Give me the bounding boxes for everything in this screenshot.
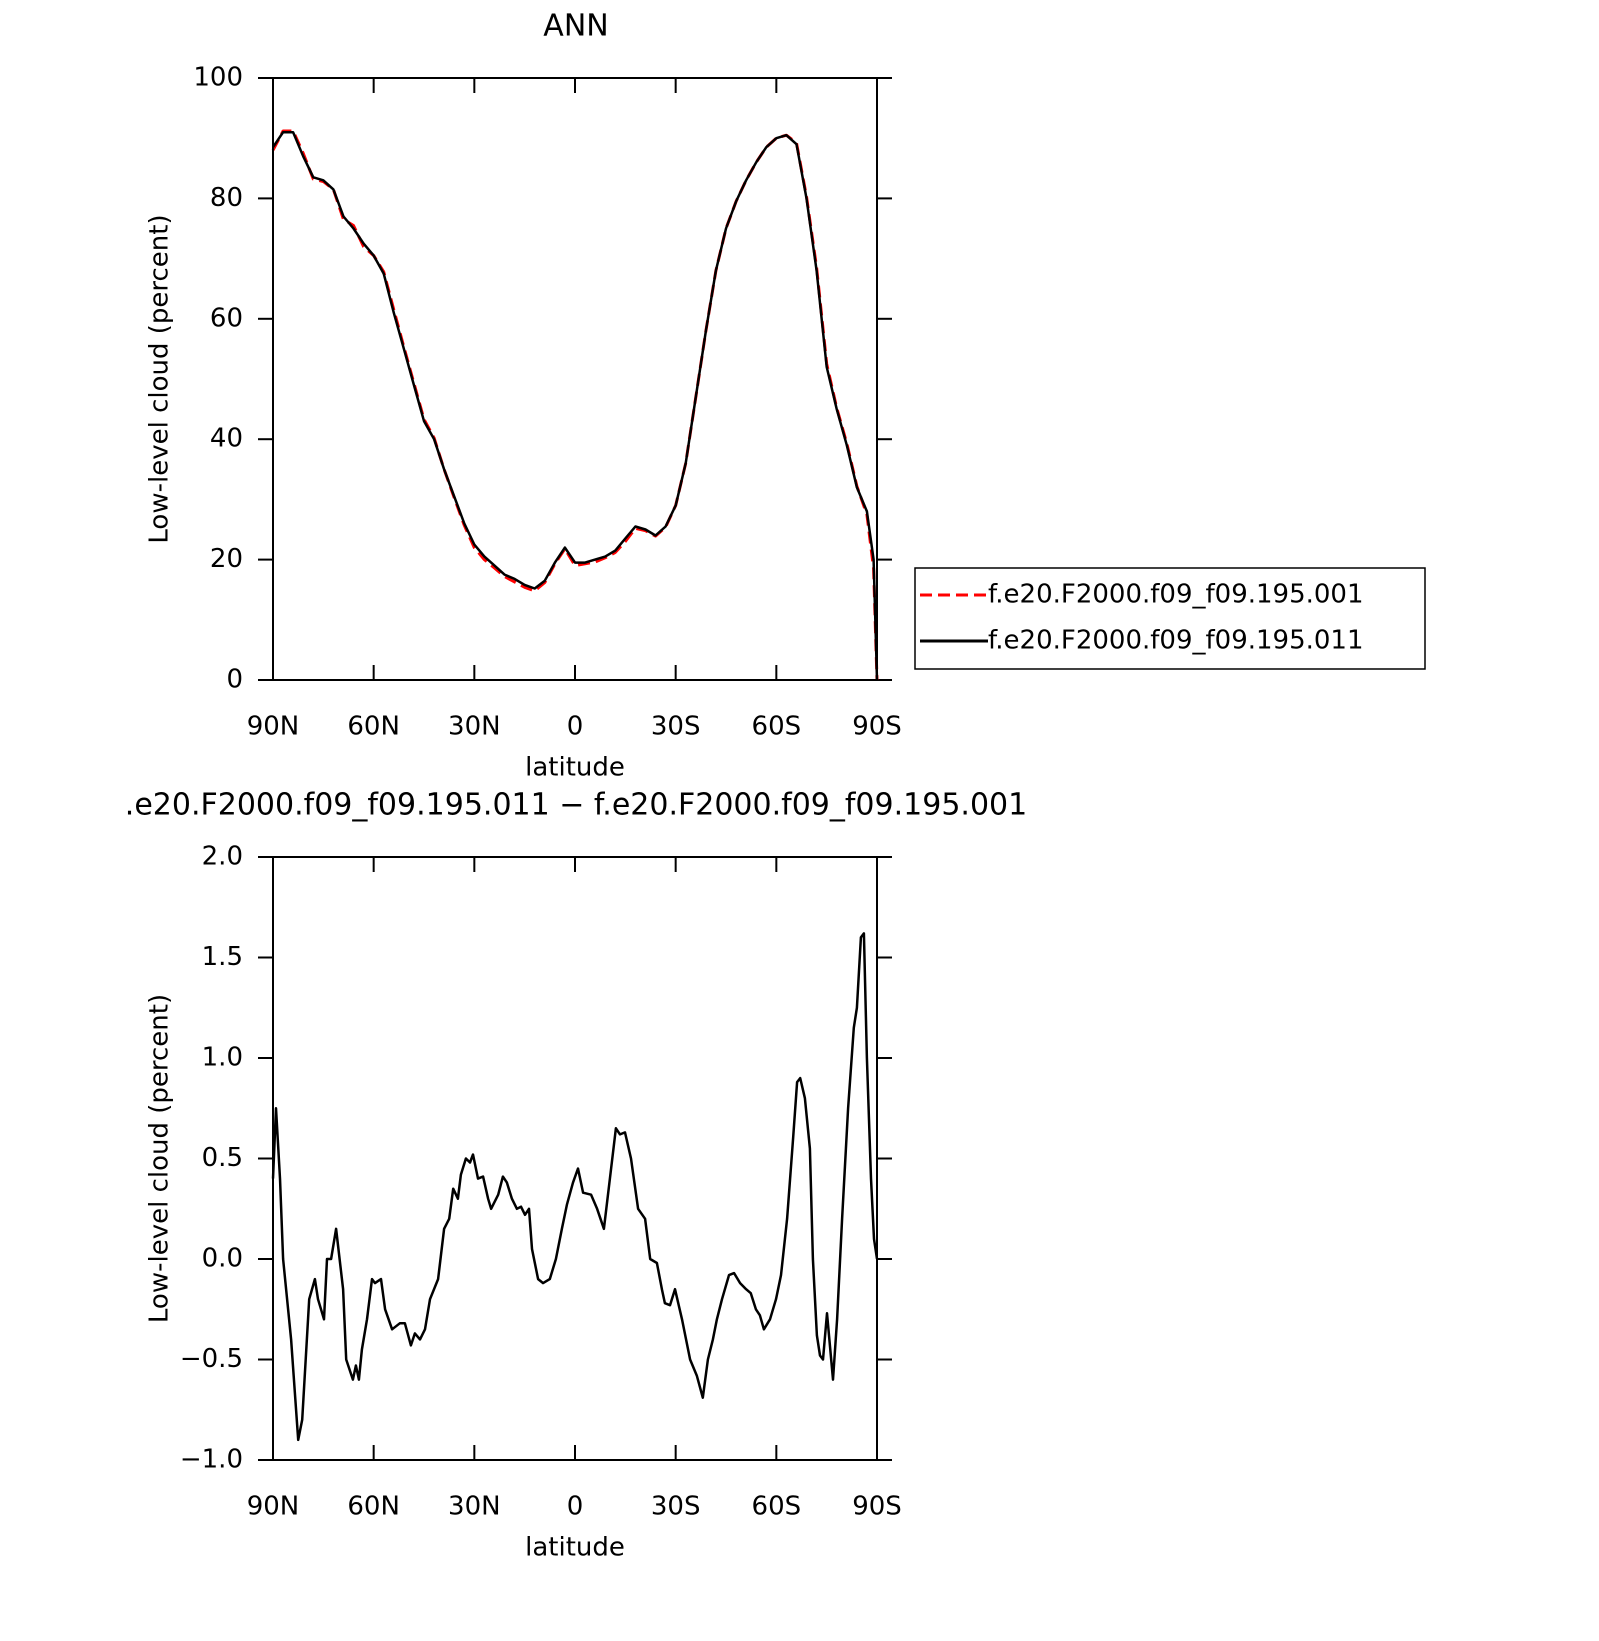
series-line [271,130,879,681]
x-tick-label: 0 [567,1492,584,1522]
x-tick-label: 60N [347,712,400,742]
x-tick-label: 90S [852,1492,902,1522]
plot-frame [272,856,878,1461]
series-line [271,932,879,1442]
legend-label: f.e20.F2000.f09_f09.195.011 [988,626,1364,656]
x-tick-label: 90N [247,1492,300,1522]
chart-title: .e20.F2000.f09_f09.195.011 − f.e20.F2000… [125,788,1027,823]
x-tick-label: 90N [247,712,300,742]
x-tick-label: 30N [448,1492,501,1522]
y-tick-label: 0.5 [202,1143,243,1173]
chart-title: ANN [543,9,608,44]
y-tick-label: 40 [210,424,243,454]
x-tick-label: 60N [347,1492,400,1522]
x-tick-label: 60S [752,712,802,742]
y-tick-label: 20 [210,544,243,574]
x-tick-label: 30N [448,712,501,742]
y-tick-label: 60 [210,303,243,333]
legend-label: f.e20.F2000.f09_f09.195.001 [988,580,1364,610]
y-tick-label: −1.0 [180,1445,243,1475]
y-tick-label: 1.5 [202,942,243,972]
y-tick-label: 0.0 [202,1244,243,1274]
x-tick-label: 0 [567,712,584,742]
x-tick-label: 60S [752,1492,802,1522]
y-tick-label: 0 [226,665,243,695]
series-line [271,129,879,681]
x-axis-label: latitude [525,753,625,783]
x-tick-label: 30S [651,1492,701,1522]
y-tick-label: 80 [210,183,243,213]
x-tick-label: 30S [651,712,701,742]
y-tick-label: 1.0 [202,1043,243,1073]
x-axis-label: latitude [525,1533,625,1563]
y-tick-label: 100 [193,63,243,93]
y-tick-label: 2.0 [202,842,243,872]
y-axis-label: Low-level cloud (percent) [145,994,175,1323]
y-tick-label: −0.5 [180,1344,243,1374]
x-tick-label: 90S [852,712,902,742]
y-axis-label: Low-level cloud (percent) [145,214,175,543]
plot-frame [272,77,878,681]
legend-box [914,567,1426,670]
